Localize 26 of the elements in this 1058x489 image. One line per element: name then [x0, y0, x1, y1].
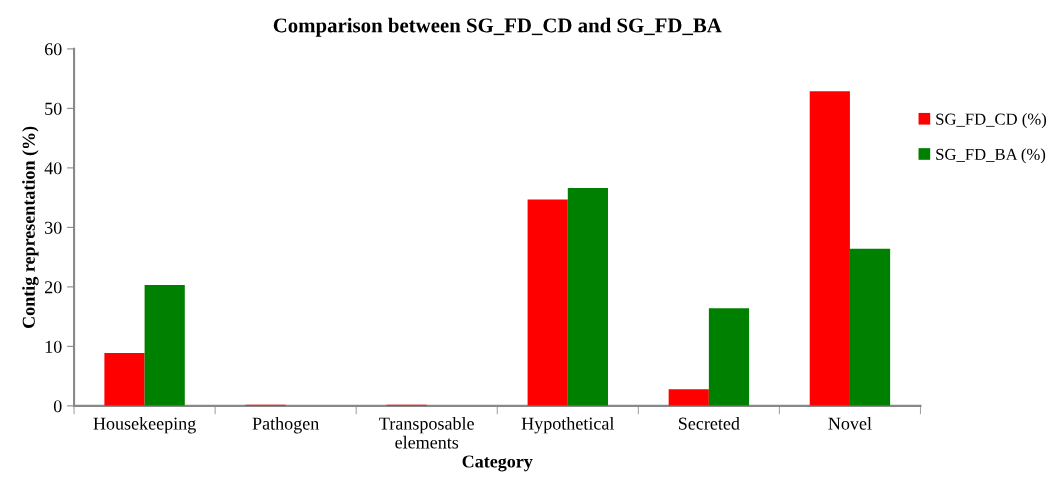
bar	[708, 308, 750, 406]
bar	[809, 91, 850, 406]
y-tick-label: 30	[45, 221, 62, 234]
x-tick-label: Secreted	[678, 416, 740, 430]
y-tick-label: 40	[44, 162, 62, 175]
y-axis-title: Contig representation (%)	[22, 126, 39, 328]
bar	[104, 352, 145, 406]
x-axis-title: Category	[462, 455, 533, 472]
bar	[849, 248, 891, 406]
bar	[668, 389, 709, 406]
y-tick-label: 60	[44, 43, 62, 56]
legend-label: SG_FD_BA (%)	[936, 148, 1046, 164]
x-tick-label: Transposable elements	[379, 416, 474, 449]
y-tick-label: 20	[44, 281, 62, 294]
x-tick-label: Hypothetical	[521, 416, 615, 434]
chart-title: Comparison between SG_FD_CD and SG_FD_BA	[273, 17, 722, 37]
x-tick-label: Novel	[828, 416, 872, 430]
bar	[527, 199, 568, 406]
x-tick-label: Housekeeping	[93, 416, 196, 434]
x-tick-label: Pathogen	[252, 416, 319, 434]
y-tick-label: 10	[45, 340, 62, 353]
y-tick-label: 50	[45, 102, 62, 115]
bar	[144, 285, 185, 406]
legend-label: SG_FD_CD (%)	[936, 113, 1047, 129]
bar	[567, 188, 608, 406]
y-tick-label: 0	[53, 400, 62, 413]
